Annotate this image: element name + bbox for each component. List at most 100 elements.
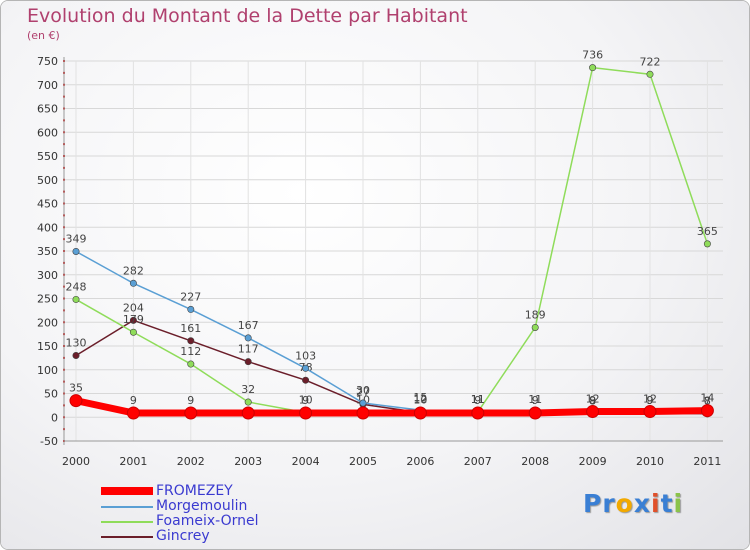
data-label-morgemoulin: 9 bbox=[647, 394, 654, 407]
data-point-fromezey bbox=[586, 405, 600, 419]
data-point-foameix-ornel bbox=[703, 240, 711, 248]
data-point-fromezey bbox=[69, 394, 83, 408]
legend-item-foameix-ornel: Foameix-Ornel bbox=[101, 514, 321, 529]
data-label-foameix-ornel: 12 bbox=[413, 393, 427, 406]
data-label-foameix-ornel: 179 bbox=[123, 313, 144, 326]
data-label-gincrey: 130 bbox=[66, 337, 87, 350]
data-point-fromezey bbox=[413, 406, 427, 420]
legend-item-gincrey: Gincrey bbox=[101, 529, 321, 544]
chart-subtitle: (en €) bbox=[27, 29, 60, 42]
data-point-gincrey bbox=[244, 358, 252, 366]
data-label-foameix-ornel: 11 bbox=[471, 393, 485, 406]
y-tick-label: 650 bbox=[37, 103, 58, 116]
data-point-fromezey bbox=[241, 406, 255, 420]
series-line-fromezey bbox=[72, 397, 711, 417]
data-point-foameix-ornel bbox=[244, 398, 252, 406]
y-tick-label: 250 bbox=[37, 293, 58, 306]
logo-letter: i bbox=[673, 489, 684, 518]
x-tick-label: 2010 bbox=[636, 455, 664, 468]
data-label-fromezey: 9 bbox=[130, 394, 137, 407]
logo-letter: t bbox=[660, 489, 674, 518]
data-label-morgemoulin: 11 bbox=[471, 393, 485, 406]
data-label-fromezey: 14 bbox=[700, 392, 714, 405]
logo-letter: x bbox=[633, 489, 651, 518]
data-point-morgemoulin bbox=[129, 279, 137, 287]
logo-letter: i bbox=[651, 489, 661, 518]
legend-label-morgemoulin: Morgemoulin bbox=[156, 498, 248, 514]
data-point-gincrey bbox=[129, 316, 137, 324]
legend-swatch-morgemoulin bbox=[101, 506, 153, 508]
y-tick-label: 500 bbox=[37, 174, 58, 187]
data-label-gincrey: 117 bbox=[238, 343, 259, 356]
y-tick-label: 350 bbox=[37, 245, 58, 258]
y-tick-label: 300 bbox=[37, 269, 58, 282]
data-label-gincrey: 9 bbox=[589, 394, 596, 407]
data-point-fromezey bbox=[700, 404, 714, 418]
y-tick-label: 100 bbox=[37, 364, 58, 377]
data-label-morgemoulin: 167 bbox=[238, 319, 259, 332]
x-tick-label: 2011 bbox=[693, 455, 721, 468]
x-tick-label: 2002 bbox=[177, 455, 205, 468]
data-label-gincrey: 9 bbox=[532, 394, 539, 407]
chart-title: Evolution du Montant de la Dette par Hab… bbox=[27, 5, 468, 27]
data-label-fromezey: 35 bbox=[69, 382, 83, 395]
legend-item-morgemoulin: Morgemoulin bbox=[101, 499, 321, 514]
x-tick-label: 2000 bbox=[62, 455, 90, 468]
data-point-morgemoulin bbox=[302, 364, 310, 372]
legend-label-foameix-ornel: Foameix-Ornel bbox=[156, 513, 259, 529]
y-tick-label: 450 bbox=[37, 198, 58, 211]
data-label-morgemoulin: 282 bbox=[123, 264, 144, 277]
data-label-foameix-ornel: 189 bbox=[525, 308, 546, 321]
data-label-foameix-ornel: 365 bbox=[697, 225, 718, 238]
data-label-morgemoulin: 349 bbox=[66, 232, 87, 245]
data-point-foameix-ornel bbox=[72, 295, 80, 303]
x-tick-label: 2007 bbox=[464, 455, 492, 468]
data-point-morgemoulin bbox=[72, 247, 80, 255]
x-tick-label: 2003 bbox=[234, 455, 262, 468]
x-tick-label: 2005 bbox=[349, 455, 377, 468]
data-label-morgemoulin: 11 bbox=[528, 393, 542, 406]
data-point-foameix-ornel bbox=[187, 360, 195, 368]
data-point-fromezey bbox=[126, 406, 140, 420]
data-point-gincrey bbox=[72, 351, 80, 359]
data-label-fromezey: 12 bbox=[643, 393, 657, 406]
data-point-fromezey bbox=[299, 406, 313, 420]
legend-item-fromezey: FROMEZEY bbox=[101, 484, 321, 499]
logo-letter: P bbox=[583, 489, 603, 518]
x-tick-label: 2001 bbox=[119, 455, 147, 468]
legend-label-gincrey: Gincrey bbox=[156, 528, 210, 544]
data-point-morgemoulin bbox=[244, 334, 252, 342]
data-label-gincrey: 161 bbox=[180, 322, 201, 335]
data-point-fromezey bbox=[356, 406, 370, 420]
legend-swatch-foameix-ornel bbox=[101, 521, 153, 523]
data-label-foameix-ornel: 248 bbox=[66, 280, 87, 293]
legend: FROMEZEY Morgemoulin Foameix-Ornel Gincr… bbox=[101, 484, 321, 544]
data-point-morgemoulin bbox=[187, 305, 195, 313]
data-label-fromezey: 9 bbox=[187, 394, 194, 407]
data-label-foameix-ornel: 112 bbox=[180, 345, 201, 358]
data-point-foameix-ornel bbox=[589, 64, 597, 72]
data-label-fromezey: 12 bbox=[586, 393, 600, 406]
data-label-gincrey: 10 bbox=[413, 394, 427, 407]
data-label-morgemoulin: 15 bbox=[413, 391, 427, 404]
data-point-foameix-ornel bbox=[531, 323, 539, 331]
data-label-gincrey: 9 bbox=[647, 394, 654, 407]
y-tick-label: 600 bbox=[37, 126, 58, 139]
data-point-foameix-ornel bbox=[646, 70, 654, 78]
data-label-gincrey: 204 bbox=[123, 301, 144, 314]
y-tick-label: 0 bbox=[51, 411, 58, 424]
series-line-gincrey bbox=[75, 319, 709, 415]
data-label-gincrey: 27 bbox=[356, 385, 370, 398]
series-line-foameix-ornel bbox=[75, 66, 709, 414]
y-tick-label: -50 bbox=[40, 435, 58, 448]
legend-swatch-fromezey bbox=[101, 487, 153, 495]
data-point-fromezey bbox=[184, 406, 198, 420]
data-label-gincrey: 7 bbox=[704, 395, 711, 408]
data-label-morgemoulin: 30 bbox=[356, 384, 370, 397]
data-point-fromezey bbox=[643, 405, 657, 419]
y-tick-label: 50 bbox=[44, 388, 58, 401]
data-label-foameix-ornel: 736 bbox=[582, 49, 603, 62]
data-label-gincrey: 9 bbox=[474, 394, 481, 407]
